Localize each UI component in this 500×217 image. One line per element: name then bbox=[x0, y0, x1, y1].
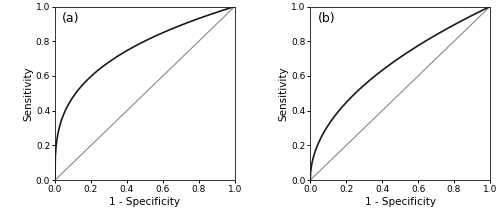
Text: (a): (a) bbox=[62, 12, 80, 25]
Y-axis label: Sensitivity: Sensitivity bbox=[23, 66, 33, 121]
X-axis label: 1 - Specificity: 1 - Specificity bbox=[364, 197, 436, 207]
X-axis label: 1 - Specificity: 1 - Specificity bbox=[110, 197, 180, 207]
Y-axis label: Sensitivity: Sensitivity bbox=[278, 66, 288, 121]
Text: (b): (b) bbox=[318, 12, 335, 25]
